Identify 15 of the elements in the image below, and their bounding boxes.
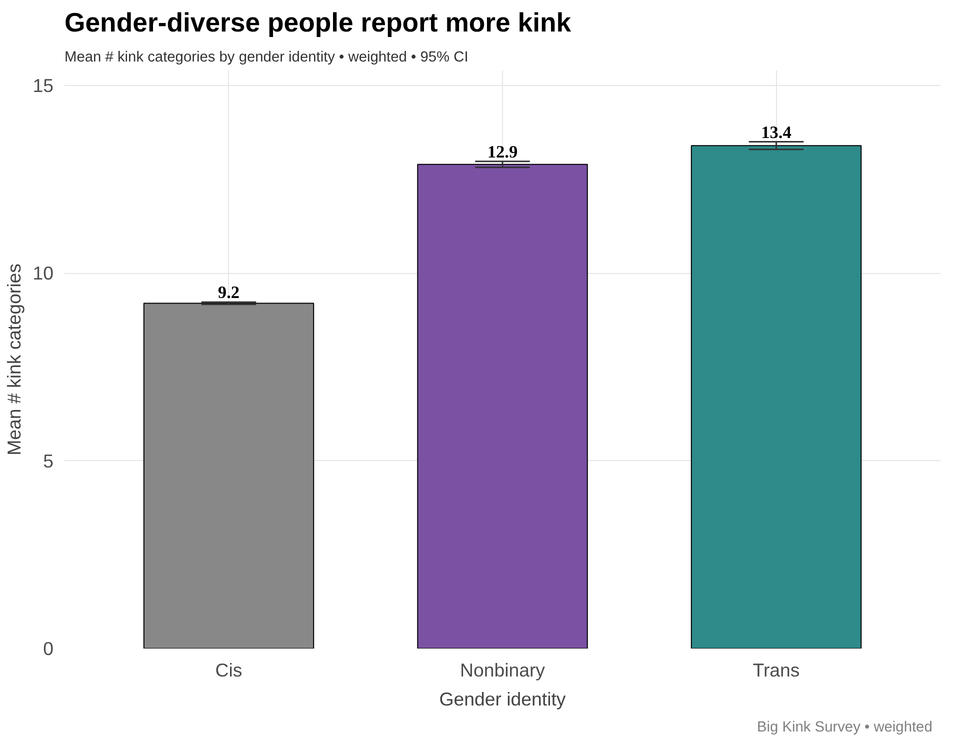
x-tick-label: Trans	[752, 660, 800, 680]
chart-subtitle: Mean # kink categories by gender identity • weighted • 95% CI	[64, 50, 468, 66]
data-label: 9.2	[218, 283, 240, 302]
text: Big Kink Survey • weighted	[756, 720, 932, 736]
data-label: 12.9	[487, 142, 518, 162]
y-axis-title: Mean # kink categories	[4, 264, 25, 456]
x-axis-title: Gender identity	[439, 688, 566, 710]
x-tick-label: Nonbinary	[460, 660, 546, 680]
y-tick-label: 0	[43, 638, 54, 659]
y-tick-label: 15	[32, 75, 54, 96]
x-tick-label: Cis	[215, 660, 242, 680]
y-tick-label: 10	[32, 262, 54, 284]
y-tick-label: 5	[43, 450, 54, 472]
data-label: 13.4	[761, 122, 792, 142]
chart-title: Gender-diverse people report more kink	[64, 8, 572, 38]
